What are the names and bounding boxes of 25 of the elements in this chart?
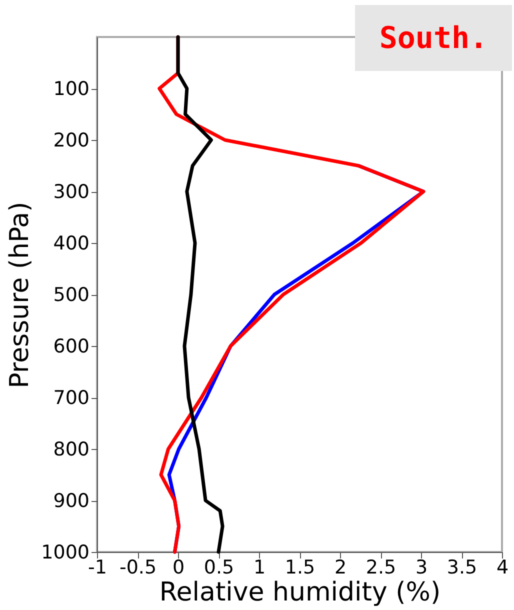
y-axis-title: Pressure (hPa): [5, 202, 36, 388]
y-tick-label: 200: [53, 130, 90, 152]
line-series: [176, 35, 224, 554]
x-tick-label: 0: [172, 556, 185, 578]
x-tick-label: 0.5: [204, 556, 234, 578]
x-tick-label: 1: [253, 556, 266, 578]
y-tick-label: 500: [53, 284, 90, 306]
x-tick-label: 3.5: [446, 556, 478, 578]
annotation: South.: [355, 5, 512, 71]
y-tick-label: 300: [53, 181, 90, 203]
y-tick-label: 600: [53, 336, 90, 358]
x-tick-label: 4: [496, 556, 509, 578]
y-tick-label: 100: [53, 78, 90, 100]
x-tick-label: 2: [334, 556, 347, 578]
y-tick-label: 700: [53, 387, 90, 409]
x-tick-label: 1.5: [284, 556, 316, 578]
y-tick-label: 800: [53, 438, 90, 460]
x-tick-label: 3: [415, 556, 428, 578]
x-tick-label: -0.5: [119, 556, 157, 578]
x-axis-title: Relative humidity (%): [159, 578, 441, 608]
x-tick-label: -1: [88, 556, 107, 578]
y-tick-label: 1000: [41, 542, 90, 564]
y-tick-label: 900: [53, 490, 90, 512]
y-tick-label: 400: [53, 232, 90, 254]
x-tick-label: 2.5: [366, 556, 396, 578]
